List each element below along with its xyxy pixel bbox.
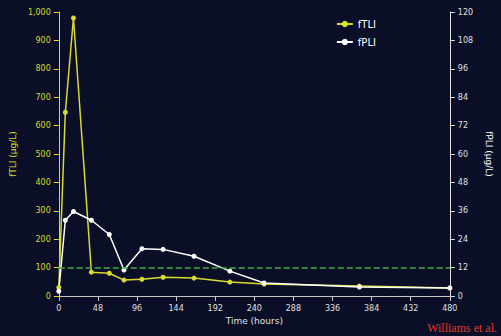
svg-text:700: 700 — [36, 93, 51, 102]
svg-text:96: 96 — [132, 304, 142, 313]
svg-text:24: 24 — [458, 235, 468, 244]
svg-text:48: 48 — [93, 304, 103, 313]
svg-text:800: 800 — [36, 64, 51, 73]
svg-text:480: 480 — [442, 304, 457, 313]
svg-text:fTLI (μg/L): fTLI (μg/L) — [8, 131, 18, 177]
svg-text:fPLI: fPLI — [358, 37, 376, 48]
svg-text:108: 108 — [458, 36, 473, 45]
svg-text:Time (hours): Time (hours) — [225, 316, 283, 326]
svg-text:fPLI (μg/L): fPLI (μg/L) — [484, 131, 494, 177]
svg-text:288: 288 — [286, 304, 301, 313]
svg-text:0: 0 — [56, 304, 61, 313]
svg-text:384: 384 — [364, 304, 379, 313]
svg-text:144: 144 — [168, 304, 183, 313]
svg-text:300: 300 — [36, 206, 51, 215]
svg-text:900: 900 — [36, 36, 51, 45]
svg-text:1,000: 1,000 — [28, 8, 51, 17]
svg-text:48: 48 — [458, 178, 468, 187]
svg-text:0: 0 — [46, 292, 51, 301]
svg-text:60: 60 — [458, 150, 468, 159]
svg-text:400: 400 — [36, 178, 51, 187]
svg-text:240: 240 — [247, 304, 262, 313]
svg-text:200: 200 — [36, 235, 51, 244]
svg-text:100: 100 — [36, 263, 51, 272]
svg-text:fTLI: fTLI — [358, 19, 376, 30]
svg-text:120: 120 — [458, 8, 473, 17]
svg-text:36: 36 — [458, 206, 468, 215]
svg-text:12: 12 — [458, 263, 468, 272]
svg-text:84: 84 — [458, 93, 468, 102]
svg-text:Williams et al.: Williams et al. — [427, 321, 497, 335]
svg-text:0: 0 — [458, 292, 463, 301]
svg-text:600: 600 — [36, 121, 51, 130]
svg-text:432: 432 — [403, 304, 418, 313]
svg-text:192: 192 — [208, 304, 223, 313]
svg-text:96: 96 — [458, 64, 468, 73]
svg-text:72: 72 — [458, 121, 468, 130]
svg-text:336: 336 — [325, 304, 340, 313]
svg-text:500: 500 — [36, 150, 51, 159]
